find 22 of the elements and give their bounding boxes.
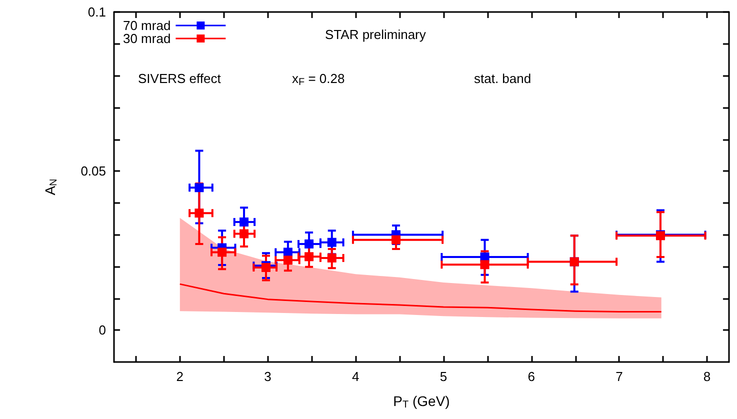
x-tick-label: 6: [528, 369, 535, 384]
y-tick-label: 0.1: [88, 4, 106, 20]
x-tick-label: 5: [440, 369, 448, 384]
annotation: STAR preliminary: [325, 27, 426, 42]
x-tick-label: 7: [616, 369, 623, 384]
x-tick-label: 3: [264, 369, 272, 384]
legend-label: 70 mrad: [122, 18, 171, 33]
y-tick-label: 0.05: [80, 164, 106, 179]
point: [392, 235, 401, 244]
point: [218, 248, 227, 257]
point: [194, 183, 204, 192]
y-tick-label: 0: [98, 322, 106, 338]
point: [480, 260, 490, 270]
point: [194, 208, 204, 218]
line-series: [179, 283, 662, 312]
x-tick-label: 8: [703, 369, 711, 384]
annotation: stat. band: [474, 71, 532, 86]
x-tick-label: 2: [176, 369, 184, 384]
legend-label: 30 mrad: [122, 31, 171, 46]
y-axis-title: AN: [42, 178, 60, 196]
x-tick-label: 4: [352, 369, 360, 384]
annotation: SIVERS effect: [138, 71, 222, 86]
